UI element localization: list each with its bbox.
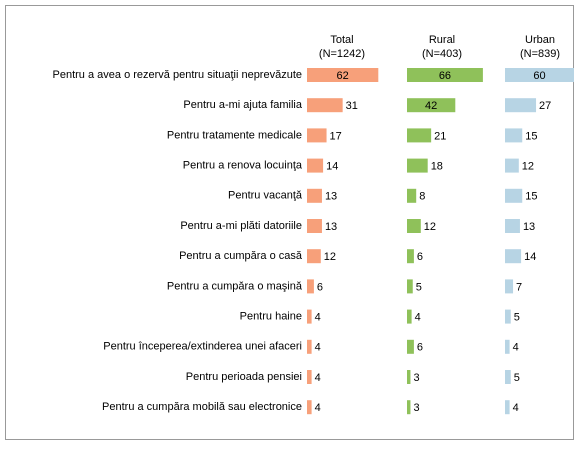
bar — [307, 188, 322, 203]
bar — [307, 279, 314, 294]
bar — [505, 128, 523, 143]
value-label: 4 — [315, 372, 321, 384]
category-label: Pentru a cumpăra mobilă sau electronice — [102, 401, 302, 413]
value-label: 6 — [417, 251, 423, 263]
value-label: 12 — [424, 221, 436, 233]
bar — [505, 279, 514, 294]
value-label: 27 — [539, 100, 551, 112]
value-label: 13 — [325, 191, 337, 203]
category-label: Pentru a renova locuinţa — [183, 160, 303, 172]
value-label: 4 — [513, 402, 519, 414]
bar — [505, 249, 522, 264]
category-label: Pentru începerea/extinderea unei afaceri — [103, 341, 302, 353]
bar — [407, 370, 411, 384]
value-label: 12 — [324, 251, 336, 263]
value-label: 5 — [416, 281, 422, 293]
bar — [505, 68, 574, 82]
bar — [407, 68, 483, 82]
bar — [407, 279, 413, 294]
bar — [505, 309, 511, 324]
bar — [407, 128, 432, 143]
value-label: 8 — [419, 191, 425, 203]
value-label: 31 — [346, 100, 358, 112]
bar — [307, 158, 324, 173]
bar — [505, 98, 537, 113]
category-label: Pentru perioada pensiei — [186, 371, 302, 383]
value-label: 14 — [326, 161, 338, 173]
category-label: Pentru tratamente medicale — [167, 129, 302, 141]
category-label: Pentru haine — [240, 311, 302, 323]
value-label: 3 — [413, 372, 419, 384]
value-label: 21 — [434, 130, 446, 142]
value-label: 42 — [425, 100, 437, 112]
series-sample: (N=1242) — [319, 48, 365, 60]
bar — [505, 370, 511, 384]
bar — [407, 98, 456, 113]
bar — [307, 249, 321, 264]
value-label: 12 — [522, 161, 534, 173]
value-label: 13 — [325, 221, 337, 233]
value-label: 15 — [525, 130, 537, 142]
series-sample: (N=403) — [422, 48, 462, 60]
category-label: Pentru a cumpăra o maşină — [167, 280, 303, 292]
value-label: 17 — [330, 130, 342, 142]
bar — [505, 188, 523, 203]
series-sample: (N=839) — [520, 48, 560, 60]
value-label: 4 — [513, 342, 519, 354]
bar — [307, 400, 312, 415]
value-label: 3 — [413, 402, 419, 414]
bar — [505, 158, 519, 173]
value-label: 66 — [439, 70, 451, 82]
bar — [505, 400, 510, 415]
series-name: Total — [330, 34, 353, 46]
bar — [407, 188, 417, 203]
bar — [407, 309, 412, 324]
value-label: 5 — [514, 312, 520, 324]
category-label: Pentru a avea o rezervă pentru situaţii … — [53, 69, 302, 81]
bar — [307, 309, 312, 324]
bar — [307, 370, 312, 384]
bar — [505, 339, 510, 354]
bar — [307, 128, 327, 143]
value-label: 4 — [315, 342, 321, 354]
bar — [307, 339, 312, 354]
value-label: 18 — [431, 161, 443, 173]
value-label: 6 — [417, 342, 423, 354]
bar — [407, 400, 411, 415]
value-label: 15 — [525, 191, 537, 203]
bar — [407, 249, 414, 264]
bar — [407, 158, 428, 173]
value-label: 62 — [337, 70, 349, 82]
category-label: Pentru a-mi ajuta familia — [183, 99, 302, 111]
value-label: 7 — [516, 281, 522, 293]
category-label: Pentru vacanţă — [228, 190, 303, 202]
bar — [307, 219, 322, 233]
bar — [407, 339, 414, 354]
value-label: 4 — [415, 312, 421, 324]
value-label: 5 — [514, 372, 520, 384]
value-label: 4 — [315, 312, 321, 324]
series-name: Urban — [525, 34, 555, 46]
bar — [407, 219, 421, 233]
category-label: Pentru a-mi plăti datoriile — [180, 220, 302, 232]
bar — [505, 219, 520, 233]
category-label: Pentru a cumpăra o casă — [179, 250, 303, 262]
value-label: 4 — [315, 402, 321, 414]
bar — [307, 98, 343, 113]
value-label: 60 — [533, 70, 545, 82]
value-label: 14 — [524, 251, 536, 263]
value-label: 6 — [317, 281, 323, 293]
value-label: 13 — [523, 221, 535, 233]
series-name: Rural — [429, 34, 455, 46]
bar — [307, 68, 379, 82]
